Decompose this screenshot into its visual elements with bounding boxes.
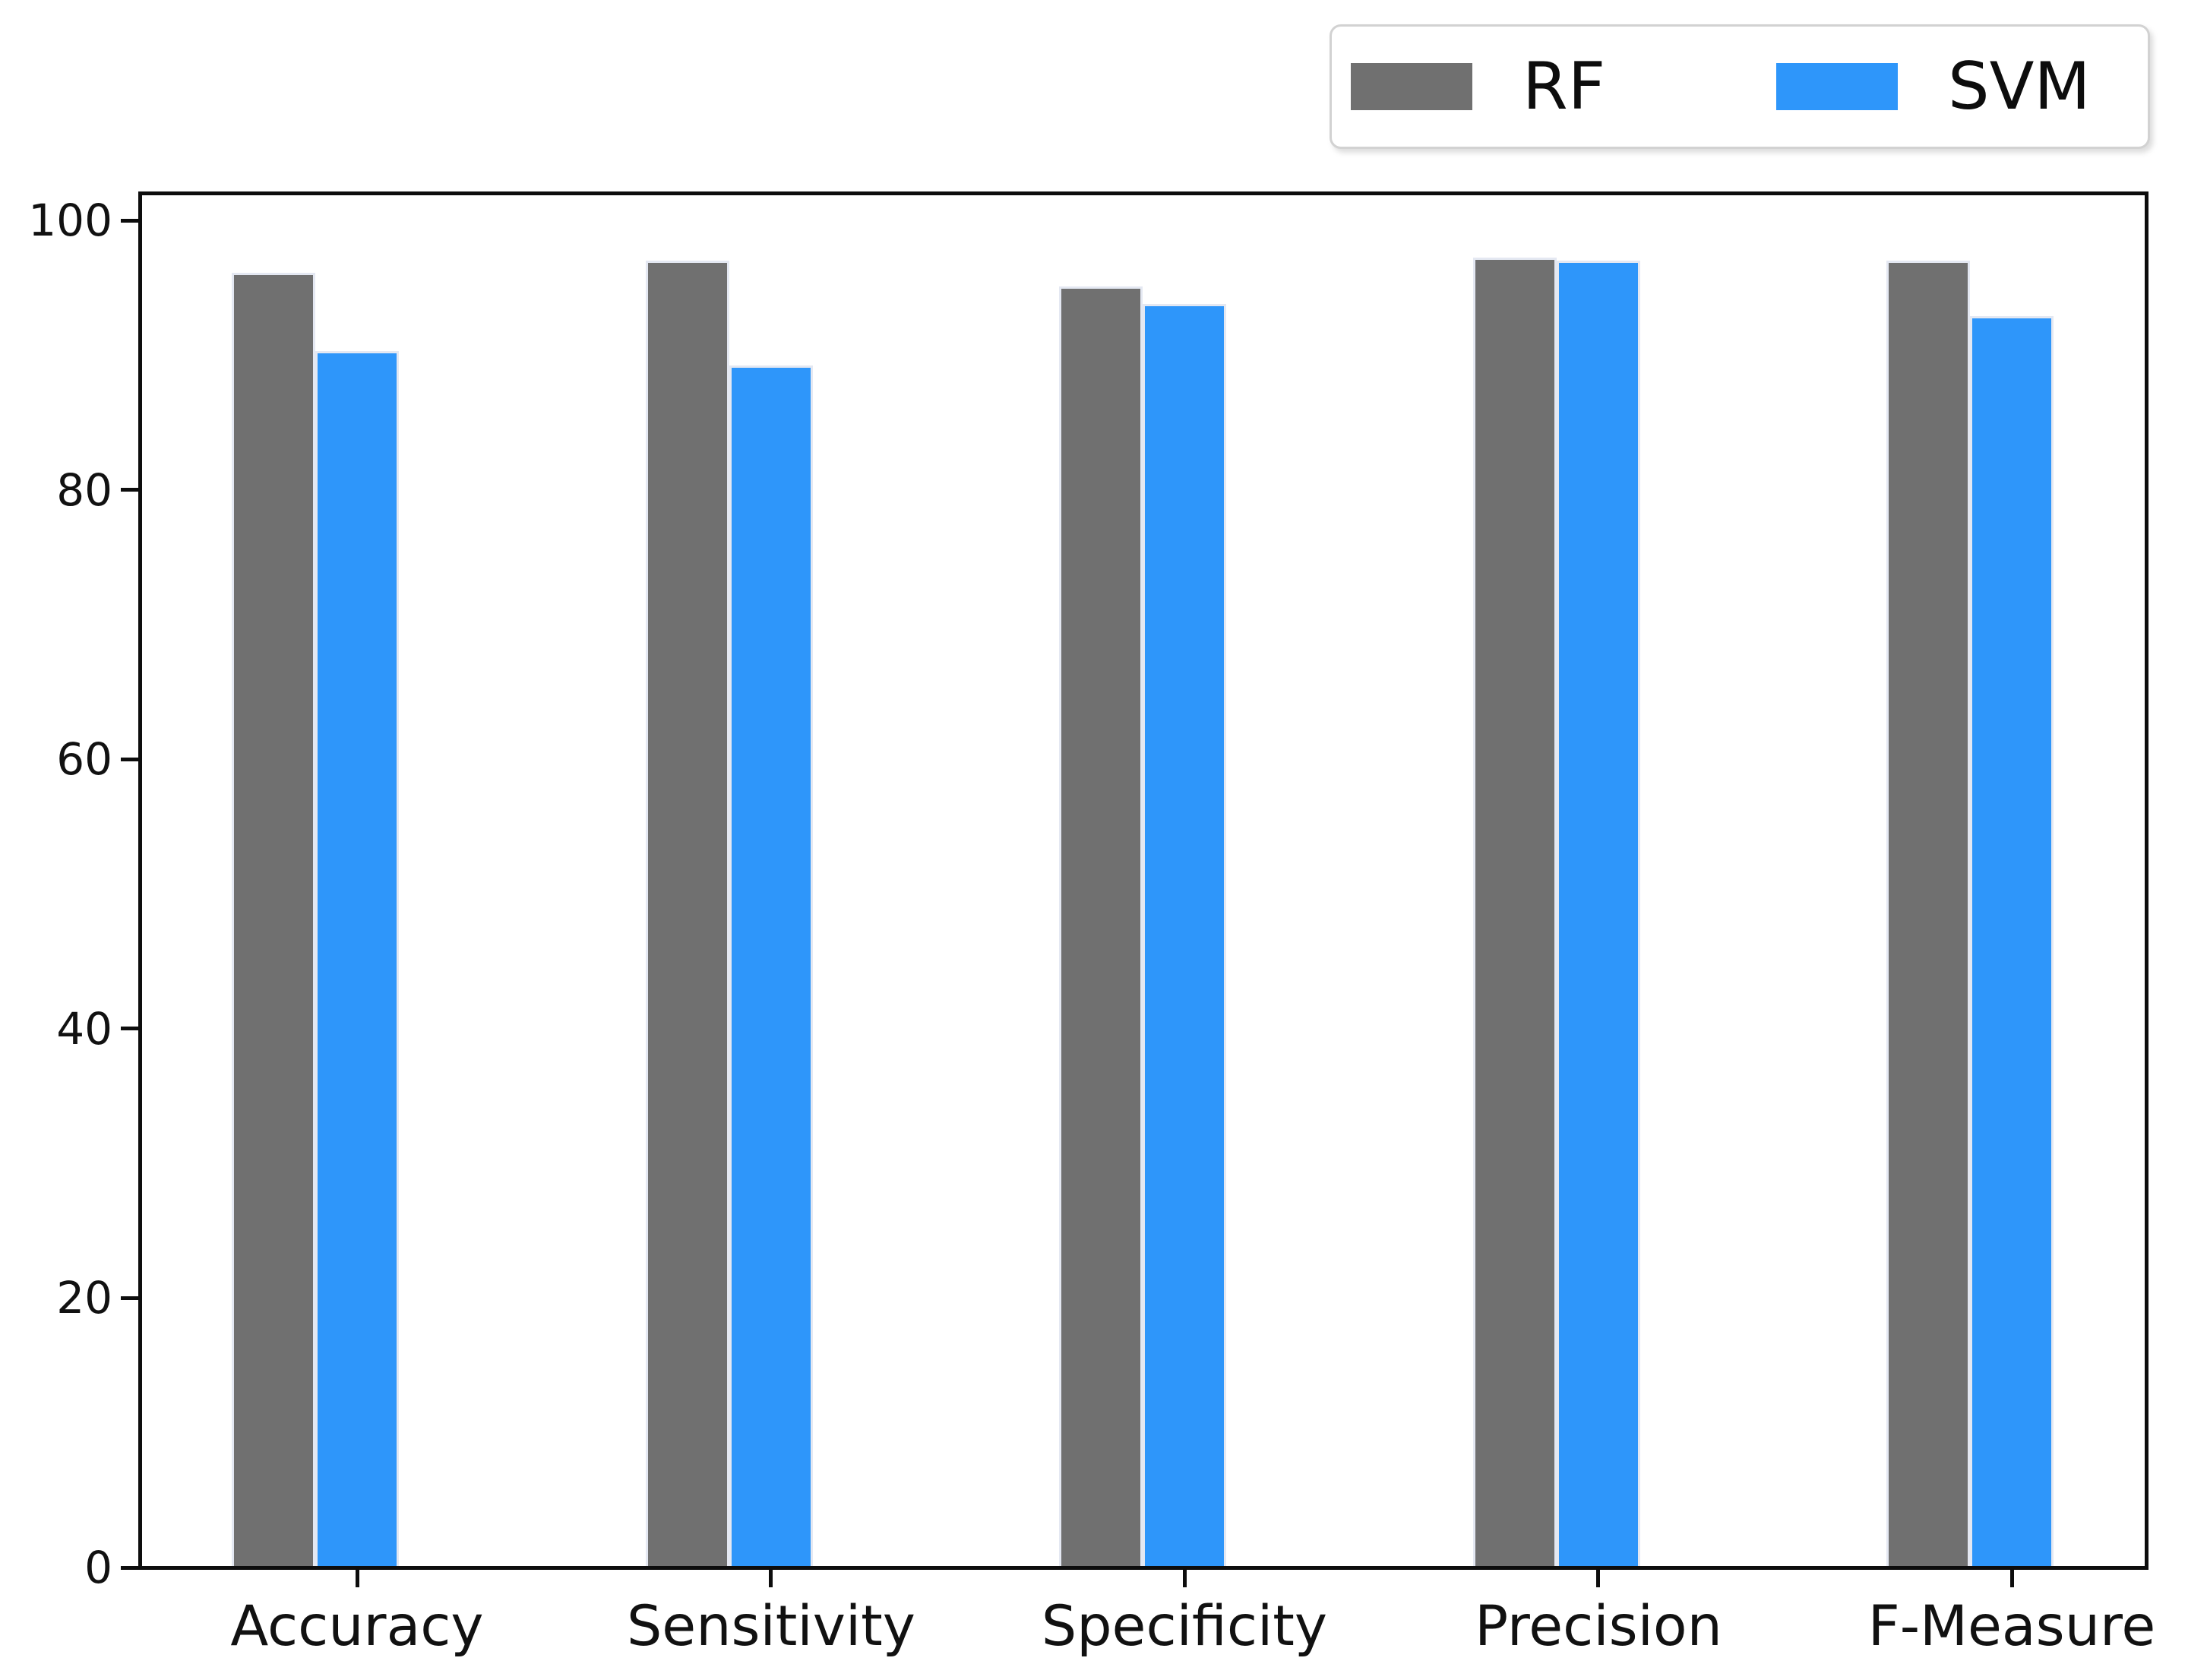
legend-item-rf: RF	[1351, 27, 1605, 147]
svm-legend-label: SVM	[1948, 49, 2091, 125]
plot-area	[138, 191, 2148, 1570]
bar-svm-specificity	[1143, 304, 1226, 1566]
y-tick-mark-0	[121, 1565, 141, 1570]
bar-rf-precision	[1472, 258, 1557, 1566]
legend-item-svm: SVM	[1776, 27, 2091, 147]
x-tick-mark-3	[1182, 1568, 1187, 1587]
x-tick-mark-1	[355, 1568, 359, 1587]
bar-svm-sensitivity	[729, 365, 813, 1566]
x-tick-mark-2	[769, 1568, 773, 1587]
bar-rf-specificity	[1059, 286, 1143, 1566]
x-tick-label-specificity: Specificity	[1041, 1594, 1328, 1659]
y-tick-mark-20	[121, 1296, 141, 1300]
y-tick-mark-40	[121, 1027, 141, 1031]
bar-svm-f-measure	[1970, 316, 2054, 1566]
y-tick-label-0: 0	[84, 1542, 112, 1593]
x-tick-label-sensitivity: Sensitivity	[626, 1594, 916, 1659]
y-tick-label-100: 100	[28, 195, 112, 246]
y-tick-mark-60	[121, 757, 141, 761]
bar-rf-f-measure	[1886, 261, 1970, 1566]
legend: RF SVM	[1330, 24, 2150, 149]
x-tick-label-f-measure: F-Measure	[1867, 1594, 2156, 1659]
y-tick-label-20: 20	[56, 1272, 112, 1324]
x-tick-mark-5	[2009, 1568, 2014, 1587]
x-tick-label-accuracy: Accuracy	[230, 1594, 484, 1659]
svm-legend-swatch	[1776, 63, 1898, 110]
bar-svm-precision	[1556, 261, 1640, 1566]
y-tick-label-80: 80	[56, 464, 112, 516]
rf-legend-swatch	[1351, 63, 1472, 110]
bar-rf-sensitivity	[645, 261, 729, 1566]
y-tick-label-40: 40	[56, 1002, 112, 1055]
y-tick-label-60: 60	[56, 733, 112, 786]
x-tick-mark-4	[1596, 1568, 1600, 1587]
bar-svm-accuracy	[315, 351, 399, 1566]
y-tick-mark-100	[121, 218, 141, 223]
bar-rf-accuracy	[232, 273, 315, 1566]
y-tick-mark-80	[121, 488, 141, 492]
x-tick-label-precision: Precision	[1475, 1594, 1722, 1659]
rf-legend-label: RF	[1522, 49, 1606, 125]
